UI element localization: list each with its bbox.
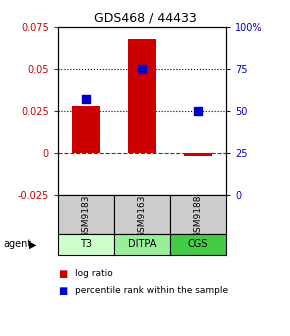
Text: agent: agent bbox=[3, 240, 31, 249]
Text: ▶: ▶ bbox=[29, 240, 37, 249]
Text: ■: ■ bbox=[58, 286, 67, 296]
Point bbox=[140, 66, 144, 72]
Text: GSM9183: GSM9183 bbox=[81, 195, 90, 238]
Text: CGS: CGS bbox=[188, 240, 208, 249]
Bar bbox=[184, 153, 212, 156]
Point bbox=[84, 96, 88, 102]
Bar bbox=[128, 39, 156, 153]
Text: GSM9188: GSM9188 bbox=[194, 195, 203, 238]
Text: GSM9163: GSM9163 bbox=[137, 195, 147, 238]
Text: GDS468 / 44433: GDS468 / 44433 bbox=[94, 12, 196, 25]
Point bbox=[196, 108, 200, 114]
Text: ■: ■ bbox=[58, 269, 67, 279]
Text: log ratio: log ratio bbox=[75, 269, 113, 278]
Text: DITPA: DITPA bbox=[128, 240, 156, 249]
Bar bbox=[72, 106, 100, 153]
Text: percentile rank within the sample: percentile rank within the sample bbox=[75, 286, 229, 295]
Text: T3: T3 bbox=[80, 240, 92, 249]
